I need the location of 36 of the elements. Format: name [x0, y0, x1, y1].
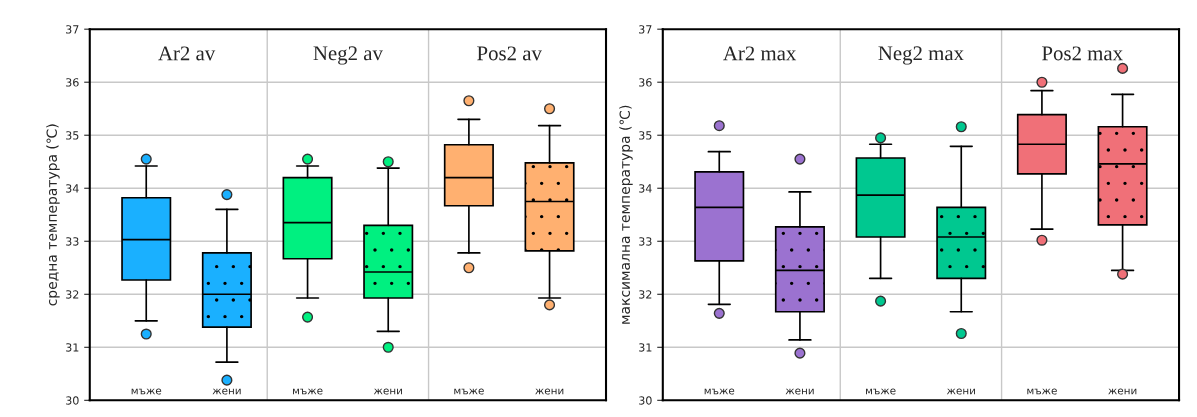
- annotation: Ar2 max: [723, 46, 797, 61]
- y-tick-label: 37: [66, 25, 79, 34]
- x-tick-label: жени: [1108, 388, 1137, 395]
- y-tick-label: 30: [66, 396, 79, 405]
- x-tick-label: жени: [212, 388, 241, 395]
- x-tick-label: мъже: [866, 388, 896, 395]
- x-tick-label: жени: [373, 388, 402, 395]
- y-tick-label: 31: [66, 343, 79, 352]
- annotation: Neg2 max: [878, 46, 964, 65]
- y-tick-label: 32: [66, 290, 79, 299]
- x-tick-label: мъже: [131, 388, 162, 395]
- y-tick-label: 32: [639, 290, 652, 299]
- x-tick-label: жени: [535, 388, 564, 395]
- x-tick-label: мъже: [293, 388, 323, 395]
- y-tick-label: 34: [639, 184, 652, 193]
- x-tick-label: жени: [946, 388, 975, 395]
- y-tick-label: 36: [639, 78, 652, 87]
- annotation: Neg2 av: [313, 46, 383, 65]
- y-tick-label: 35: [639, 131, 652, 140]
- y-tick-label: 35: [66, 131, 79, 140]
- y-tick-label: 33: [639, 237, 652, 246]
- annotation: Ar2 av: [158, 46, 216, 61]
- x-tick-label: мъже: [1027, 388, 1057, 395]
- y-tick-label: 30: [639, 396, 652, 405]
- y-axis-title: средна температура (℃): [46, 124, 60, 306]
- x-tick-label: мъже: [454, 388, 484, 395]
- annotation: Pos2 av: [477, 46, 542, 61]
- x-tick-label: мъже: [704, 388, 735, 395]
- y-tick-label: 37: [639, 25, 652, 34]
- y-tick-label: 33: [66, 237, 79, 246]
- y-tick-label: 36: [66, 78, 79, 87]
- x-tick-label: жени: [785, 388, 814, 395]
- annotation: Pos2 max: [1042, 46, 1123, 61]
- y-axis-title: максимална температура (℃): [619, 105, 633, 324]
- y-tick-label: 31: [639, 343, 652, 352]
- y-tick-label: 34: [66, 184, 79, 193]
